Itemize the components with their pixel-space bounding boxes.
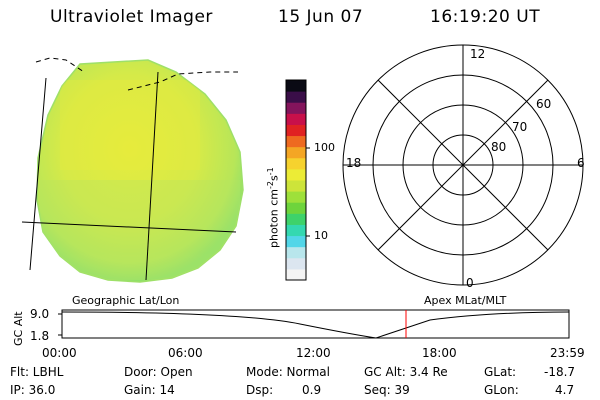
colorbar-segment — [286, 224, 306, 237]
orbit-tick-0600: 06:00 — [168, 346, 203, 360]
mode-info: Mode: Normal — [246, 365, 330, 379]
colorbar-segment — [286, 180, 306, 192]
colorbar-segment — [286, 191, 306, 203]
orbit-y-min: 1.8 — [30, 329, 50, 343]
mlt-label-12: 12 — [470, 47, 486, 61]
colorbar-tick-10: 10 — [314, 229, 328, 242]
colorbar-segment — [286, 80, 306, 92]
colorbar-segment — [286, 91, 306, 103]
instrument-title: Ultraviolet Imager — [50, 7, 213, 27]
colorbar-segment — [286, 235, 306, 248]
glat-value: -18.7 — [544, 365, 576, 379]
mlat-label-70: 70 — [512, 120, 528, 134]
colorbar-segment — [286, 246, 306, 259]
orbit-tick-1200: 12:00 — [296, 346, 331, 360]
polar-plot — [342, 44, 584, 286]
mlt-label-6: 6 — [577, 156, 585, 170]
colorbar-segment — [286, 124, 306, 137]
orbit-axis-label: GC Alt — [12, 311, 25, 346]
colorbar-tick-100: 100 — [314, 141, 335, 154]
observation-time: 16:19:20 UT — [430, 7, 541, 27]
apex-label: Apex MLat/MLT — [424, 294, 507, 307]
colorbar-segment — [286, 113, 306, 125]
geographic-grid-lines — [21, 57, 238, 281]
geographic-label: Geographic Lat/Lon — [72, 294, 180, 307]
mlt-label-18: 18 — [346, 156, 362, 170]
orbit-y-max: 9.0 — [30, 307, 50, 321]
mlat-label-80: 80 — [491, 140, 507, 154]
colorbar-unit-label: photon cm-2s-1 — [266, 167, 281, 248]
orbit-tick-0000: 00:00 — [42, 346, 77, 360]
colorbar-segment — [286, 213, 306, 225]
colorbar — [285, 79, 310, 281]
dsp-value: 0.9 — [302, 383, 322, 397]
filter-info: Flt: LBHL — [10, 365, 64, 379]
glat-label: GLat: — [484, 365, 517, 379]
colorbar-segment — [286, 146, 306, 159]
gc-alt-info: GC Alt: 3.4 Re — [364, 365, 448, 379]
colorbar-segment — [286, 135, 306, 148]
colorbar-segment — [286, 168, 306, 181]
mlat-label-60: 60 — [536, 97, 552, 111]
ip-info: IP: 36.0 — [10, 383, 56, 397]
gain-info: Gain: 14 — [124, 383, 175, 397]
sequence-info: Seq: 39 — [364, 383, 410, 397]
colorbar-segment — [286, 157, 306, 170]
dsp-label: Dsp: — [246, 383, 274, 397]
observation-date: 15 Jun 07 — [278, 7, 364, 27]
door-info: Door: Open — [124, 365, 193, 379]
orbit-plot — [58, 309, 570, 339]
colorbar-segment — [286, 202, 306, 214]
glon-label: GLon: — [484, 383, 519, 397]
colorbar-segment — [286, 268, 306, 281]
orbit-tick-2359: 23:59 — [550, 346, 585, 360]
colorbar-segment — [286, 102, 306, 114]
glon-value: 4.7 — [555, 383, 575, 397]
colorbar-segment — [286, 257, 306, 270]
orbit-tick-1800: 18:00 — [422, 346, 457, 360]
mlt-label-0: 0 — [466, 276, 474, 290]
uv-image-disc — [36, 59, 244, 283]
